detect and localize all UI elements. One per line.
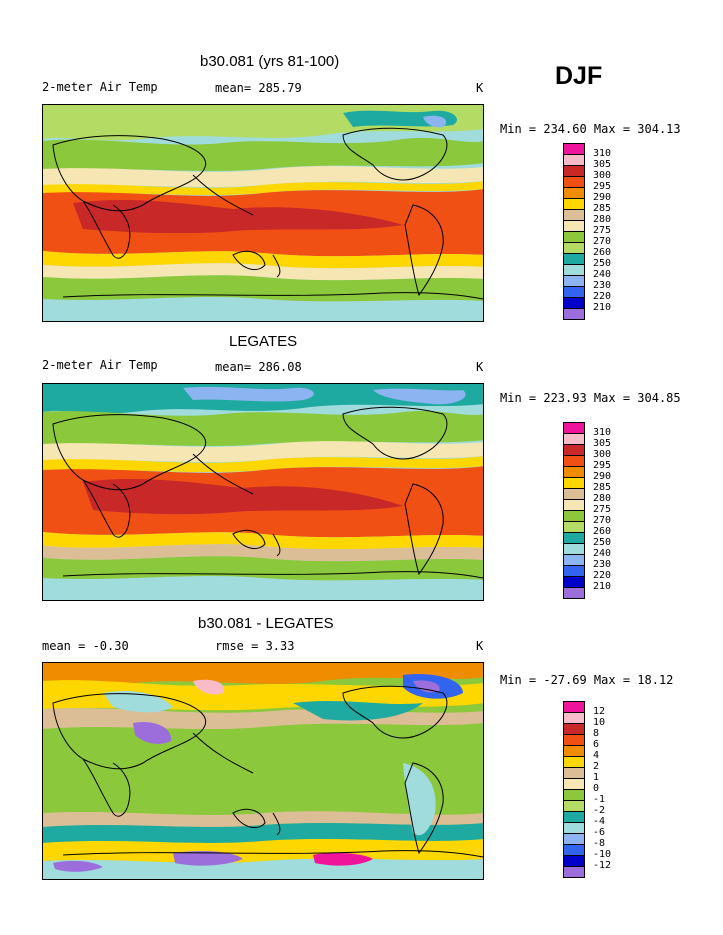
colorbar-level-label: 260 bbox=[593, 247, 612, 258]
colorbar-level-label: 295 bbox=[593, 460, 612, 471]
colorbar-level-label: 4 bbox=[593, 750, 600, 761]
colorbar-level-label: -12 bbox=[593, 860, 612, 871]
panel3-mean-label: mean = -0.30 bbox=[42, 639, 129, 653]
colorbar-level-label: 2 bbox=[593, 761, 600, 772]
panel1-mean-label: mean= 285.79 bbox=[215, 81, 302, 95]
colorbar-level-label: 280 bbox=[593, 493, 612, 504]
colorbar-swatch bbox=[563, 587, 585, 599]
colorbar-level-label: 210 bbox=[593, 302, 612, 313]
colorbar-level-label: 12 bbox=[593, 706, 606, 717]
colorbar-level-label: 290 bbox=[593, 192, 612, 203]
panel3-title: b30.081 - LEGATES bbox=[198, 615, 334, 632]
colorbar-level-label: 1 bbox=[593, 772, 600, 783]
panel3-units-label: K bbox=[476, 639, 484, 653]
colorbar-level-label: -2 bbox=[593, 805, 606, 816]
season-label: DJF bbox=[555, 62, 603, 90]
colorbar-swatch bbox=[563, 866, 585, 878]
colorbar-level-label: 220 bbox=[593, 570, 612, 581]
colorbar-level-label: 220 bbox=[593, 291, 612, 302]
colorbar-level-label: 310 bbox=[593, 427, 612, 438]
colorbar-level-label: 260 bbox=[593, 526, 612, 537]
colorbar-level-label: -10 bbox=[593, 849, 612, 860]
colorbar-level-label: 295 bbox=[593, 181, 612, 192]
panel2-map bbox=[42, 383, 484, 601]
panel3-rmse-label: rmse = 3.33 bbox=[215, 639, 295, 653]
colorbar-level-label: -4 bbox=[593, 816, 606, 827]
colorbar-level-label: 250 bbox=[593, 537, 612, 548]
colorbar-level-label: 210 bbox=[593, 581, 612, 592]
colorbar-level-label: 8 bbox=[593, 728, 600, 739]
panel1-minmax-label: Min = 234.60 Max = 304.13 bbox=[500, 122, 681, 136]
panel3-map bbox=[42, 662, 484, 880]
panel2-variable-label: 2-meter Air Temp bbox=[42, 358, 158, 372]
colorbar-level-label: 275 bbox=[593, 225, 612, 236]
colorbar-level-label: 230 bbox=[593, 280, 612, 291]
panel2-units-label: K bbox=[476, 360, 484, 374]
panel1-title: b30.081 (yrs 81-100) bbox=[200, 53, 340, 70]
panel2-colorbar: 310 305 300 295 290 285 280 275 270 260 250 240 230 2… bbox=[563, 422, 643, 599]
panel1-map bbox=[42, 104, 484, 322]
colorbar-level-label: 305 bbox=[593, 438, 612, 449]
colorbar-level-label: 285 bbox=[593, 482, 612, 493]
panel2-title: LEGATES bbox=[229, 333, 298, 350]
colorbar-level-label: 290 bbox=[593, 471, 612, 482]
colorbar-level-label: -8 bbox=[593, 838, 606, 849]
colorbar-level-label: 270 bbox=[593, 236, 612, 247]
colorbar-level-label: 310 bbox=[593, 148, 612, 159]
colorbar-level-label: 0 bbox=[593, 783, 600, 794]
colorbar-level-label: 240 bbox=[593, 269, 612, 280]
colorbar-level-label: -6 bbox=[593, 827, 606, 838]
colorbar-level-label: 230 bbox=[593, 559, 612, 570]
panel1-colorbar: 310 305 300 295 290 285 280 275 270 260 250 240 230 2… bbox=[563, 143, 643, 320]
colorbar-level-label: 305 bbox=[593, 159, 612, 170]
colorbar-level-label: -1 bbox=[593, 794, 606, 805]
panel3-minmax-label: Min = -27.69 Max = 18.12 bbox=[500, 673, 674, 687]
colorbar-level-label: 300 bbox=[593, 449, 612, 460]
colorbar-level-label: 275 bbox=[593, 504, 612, 515]
colorbar-swatch bbox=[563, 308, 585, 320]
colorbar-level-label: 280 bbox=[593, 214, 612, 225]
colorbar-level-label: 10 bbox=[593, 717, 606, 728]
panel2-mean-label: mean= 286.08 bbox=[215, 360, 302, 374]
colorbar-level-label: 300 bbox=[593, 170, 612, 181]
panel2-minmax-label: Min = 223.93 Max = 304.85 bbox=[500, 391, 681, 405]
colorbar-level-label: 250 bbox=[593, 258, 612, 269]
colorbar-level-label: 240 bbox=[593, 548, 612, 559]
colorbar-level-label: 270 bbox=[593, 515, 612, 526]
panel3-colorbar: 12 10 8 6 4 2 1 0 -1 -2 -4 -6 -8 -10 -12 bbox=[563, 701, 643, 878]
colorbar-level-label: 285 bbox=[593, 203, 612, 214]
panel1-variable-label: 2-meter Air Temp bbox=[42, 80, 158, 94]
panel1-units-label: K bbox=[476, 81, 484, 95]
colorbar-level-label: 6 bbox=[593, 739, 600, 750]
